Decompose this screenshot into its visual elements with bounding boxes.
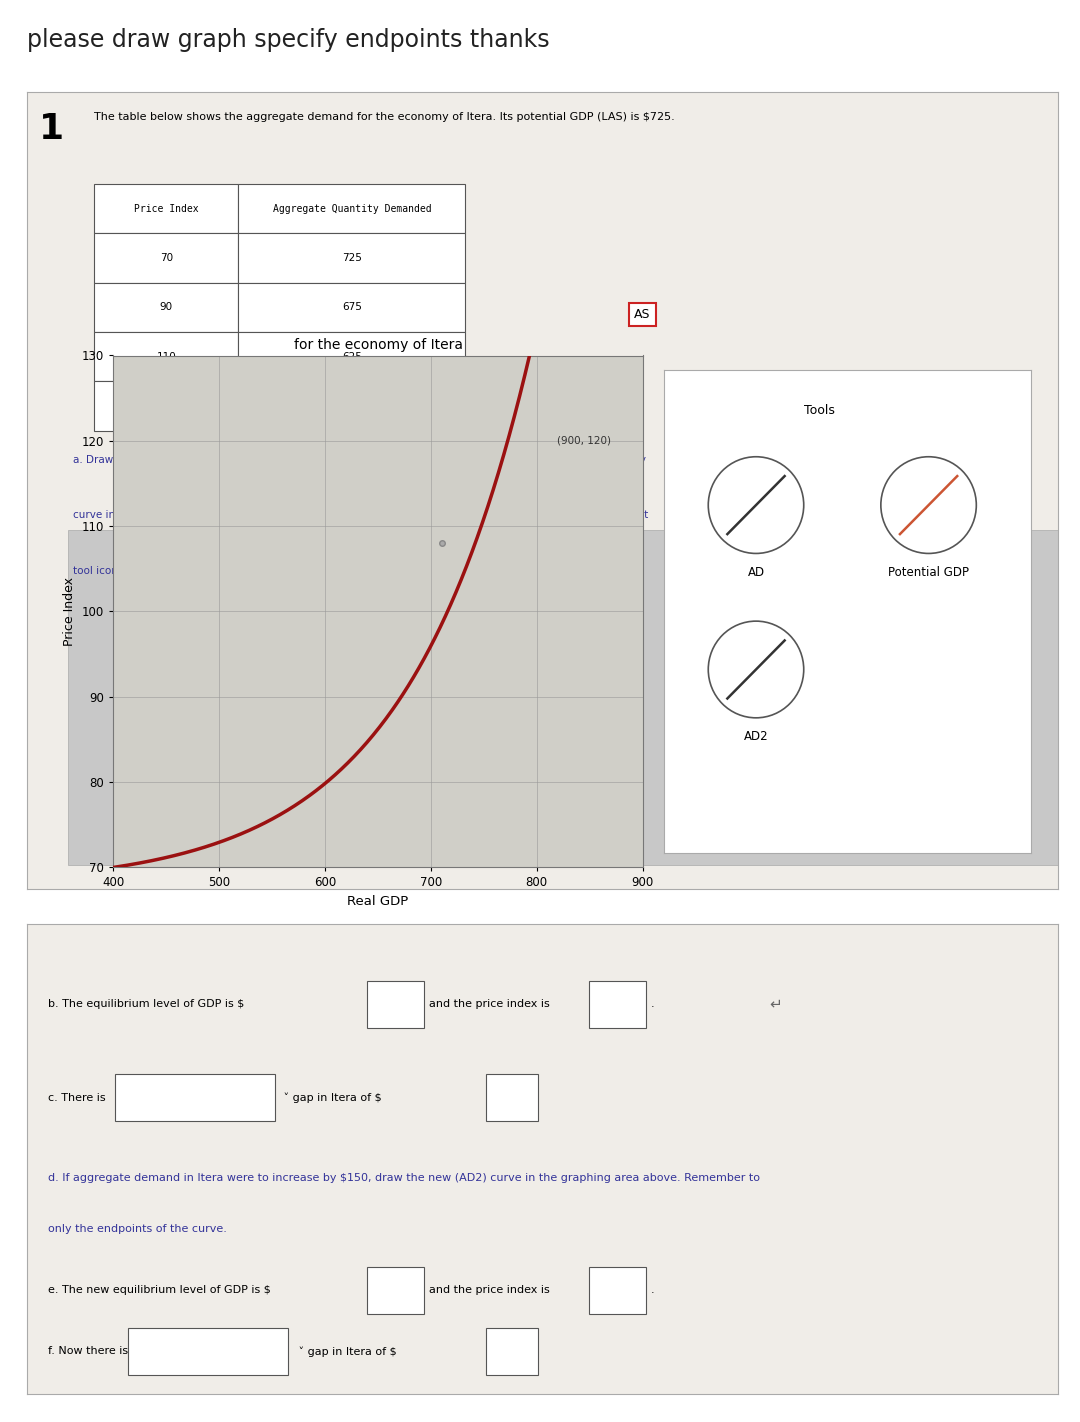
Bar xyxy=(94,333,239,381)
Text: 70: 70 xyxy=(160,253,173,263)
Bar xyxy=(589,1267,646,1314)
Bar xyxy=(239,183,465,233)
Text: 110: 110 xyxy=(157,351,176,361)
Text: 130: 130 xyxy=(157,401,176,411)
Bar xyxy=(68,530,1058,865)
Text: (900, 120): (900, 120) xyxy=(557,435,611,447)
Text: Price Index: Price Index xyxy=(134,203,199,213)
Bar xyxy=(367,1267,424,1314)
Text: 725: 725 xyxy=(342,253,362,263)
Bar xyxy=(486,1075,538,1122)
Y-axis label: Price Index: Price Index xyxy=(64,577,77,646)
Text: 675: 675 xyxy=(342,303,362,313)
Text: and the price index is: and the price index is xyxy=(429,1285,550,1295)
Text: f. Now there is: f. Now there is xyxy=(48,1347,127,1357)
Ellipse shape xyxy=(881,456,976,553)
Bar xyxy=(94,381,239,431)
Bar xyxy=(94,233,239,283)
Bar xyxy=(239,283,465,333)
Text: tool icon will pop up. You can use this to enter exact co-ordinates for your poi: tool icon will pop up. You can use this … xyxy=(73,566,555,576)
Text: Tools: Tools xyxy=(804,404,835,417)
Bar xyxy=(114,1075,274,1122)
X-axis label: Real GDP: Real GDP xyxy=(348,894,408,909)
Bar xyxy=(486,1328,538,1375)
Text: d. If aggregate demand in Itera were to increase by $150, draw the new (AD2) cur: d. If aggregate demand in Itera were to … xyxy=(48,1173,759,1183)
Text: ↵: ↵ xyxy=(770,997,782,1011)
Text: AD2: AD2 xyxy=(744,729,768,742)
Text: AS: AS xyxy=(634,309,651,321)
Bar xyxy=(239,333,465,381)
Text: 625: 625 xyxy=(342,351,362,361)
Text: 575: 575 xyxy=(342,401,362,411)
Text: please draw graph specify endpoints thanks: please draw graph specify endpoints than… xyxy=(27,28,550,53)
Text: 1: 1 xyxy=(39,112,65,146)
Text: b. The equilibrium level of GDP is $: b. The equilibrium level of GDP is $ xyxy=(48,1000,244,1010)
Text: curve in the graphing area using the appropriate tool. Once all points have been: curve in the graphing area using the app… xyxy=(73,510,649,520)
Bar xyxy=(129,1328,288,1375)
Bar xyxy=(589,981,646,1028)
Text: a recessionary: a recessionary xyxy=(120,1094,195,1103)
Bar xyxy=(239,233,465,283)
Text: c. There is: c. There is xyxy=(48,1094,105,1103)
Bar xyxy=(367,981,424,1028)
Text: .: . xyxy=(651,1285,654,1295)
Text: ˅: ˅ xyxy=(274,1347,280,1357)
Text: only the endpoints of the curve.: only the endpoints of the curve. xyxy=(48,1224,227,1234)
Text: 90: 90 xyxy=(160,303,173,313)
Ellipse shape xyxy=(708,456,804,553)
Title: for the economy of Itera: for the economy of Itera xyxy=(294,337,462,351)
Text: a. Draw the aggregate demand curve and the potential GDP (LAS) curve in the grap: a. Draw the aggregate demand curve and t… xyxy=(73,455,647,465)
Text: and the price index is: and the price index is xyxy=(429,1000,550,1010)
Ellipse shape xyxy=(708,621,804,718)
Text: Potential GDP: Potential GDP xyxy=(888,566,969,579)
Text: (Click to select): (Click to select) xyxy=(133,1347,215,1357)
Bar xyxy=(94,283,239,333)
Text: AD: AD xyxy=(747,566,765,579)
Text: ˅ gap in Itera of $: ˅ gap in Itera of $ xyxy=(295,1347,396,1357)
Bar xyxy=(239,381,465,431)
Text: e. The new equilibrium level of GDP is $: e. The new equilibrium level of GDP is $ xyxy=(48,1285,270,1295)
Text: ˅: ˅ xyxy=(260,1094,267,1103)
Text: ˅ gap in Itera of $: ˅ gap in Itera of $ xyxy=(280,1092,381,1103)
Text: .: . xyxy=(651,1000,654,1010)
Text: Aggregate Quantity Demanded: Aggregate Quantity Demanded xyxy=(272,203,431,213)
Bar xyxy=(94,183,239,233)
Text: The table below shows the aggregate demand for the economy of Itera. Its potenti: The table below shows the aggregate dema… xyxy=(94,112,675,122)
